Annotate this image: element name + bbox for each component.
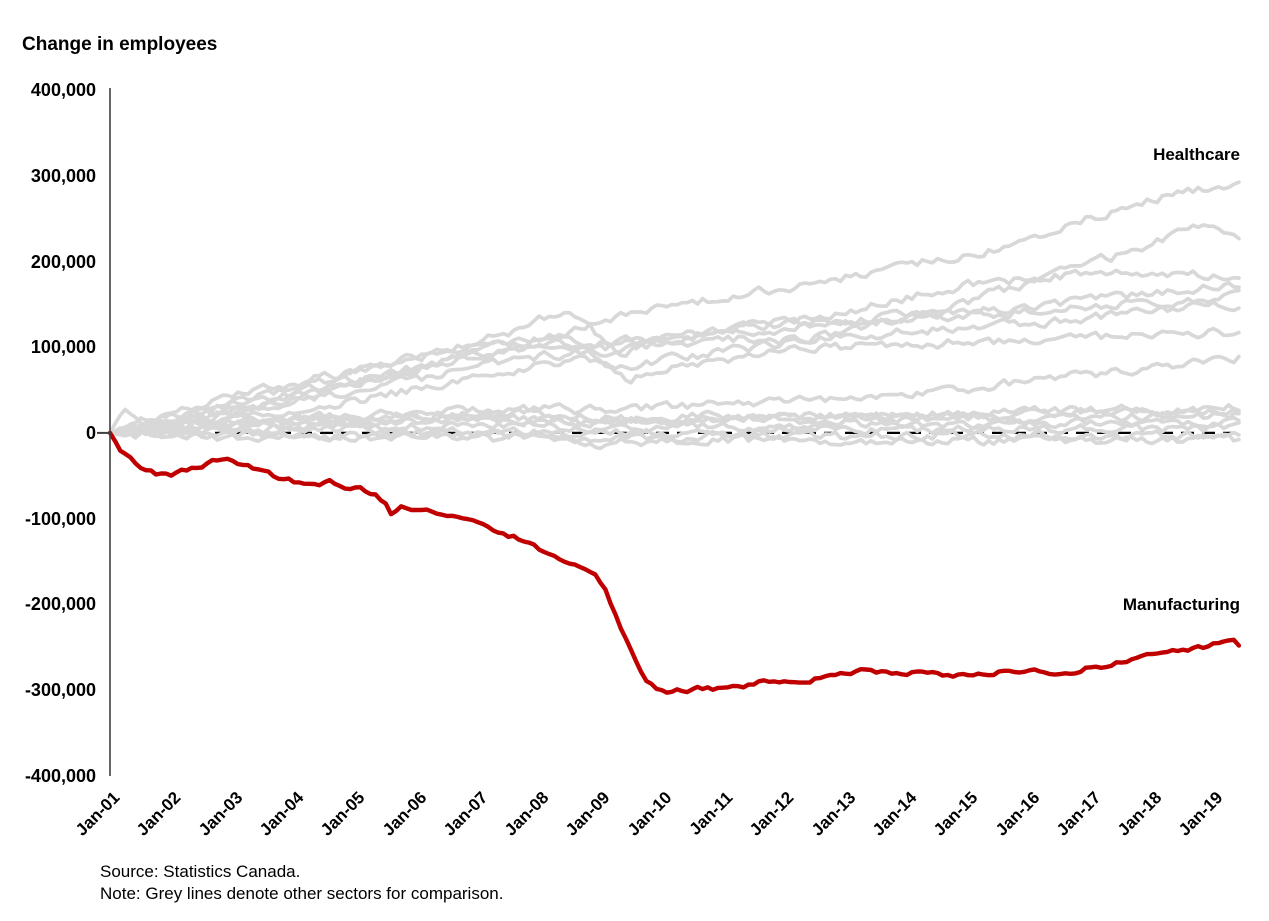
other-sector-line: [108, 223, 1241, 435]
note-text: Note: Grey lines denote other sectors fo…: [100, 884, 504, 903]
y-tick-label: -300,000: [24, 679, 96, 700]
manufacturing-series-label: Manufacturing: [1122, 595, 1240, 614]
y-tick-label: -400,000: [24, 765, 96, 786]
y-tick-label: 0: [85, 422, 96, 443]
y-tick-label: 100,000: [30, 337, 96, 358]
other-sector-line: [108, 288, 1241, 435]
chart-title: Change in employees: [22, 34, 218, 55]
y-tick-label: -100,000: [24, 508, 96, 529]
source-text: Source: Statistics Canada.: [100, 862, 301, 881]
y-tick-label: 400,000: [30, 80, 96, 101]
other-sector-line: [108, 326, 1241, 435]
other-sector-line: [108, 268, 1241, 435]
other-sector-line: [108, 354, 1241, 435]
other-sector-line: [108, 415, 1241, 437]
y-tick-label: -200,000: [24, 594, 96, 615]
healthcare-series-label: Healthcare: [1153, 145, 1240, 164]
y-tick-label: 200,000: [30, 251, 96, 272]
other-sector-line: [108, 420, 1241, 440]
other-sector-line: [108, 300, 1241, 435]
manufacturing-line: [107, 430, 1242, 695]
other-sector-line: [108, 428, 1241, 451]
y-tick-label: 300,000: [30, 165, 96, 186]
